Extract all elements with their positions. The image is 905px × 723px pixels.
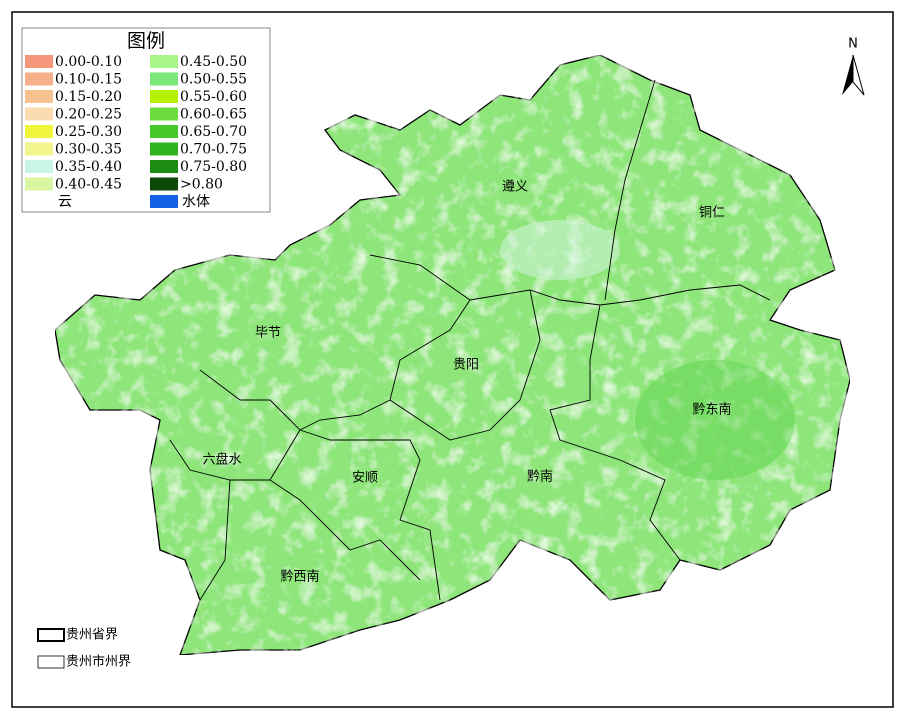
region-label: 黔西南 [280,569,319,585]
city-boundaries [169,79,771,601]
legend-label: 0.00-0.10 [55,54,122,70]
province-area [54,54,851,656]
legend-label: 云 [58,194,72,210]
legend-swatch [150,125,178,138]
legend-swatch [25,72,53,86]
legend-swatch [25,160,53,173]
legend-title: 图例 [127,30,165,52]
legend-label: 0.65-0.70 [180,124,247,140]
legend-label: 0.20-0.25 [55,107,122,123]
legend-label: 0.40-0.45 [55,177,122,193]
legend-label: 0.70-0.75 [180,142,247,158]
region-label: 黔南 [527,469,553,485]
legend-label: 水体 [182,194,210,210]
boundary-legend: 贵州省界 贵州市州界 [37,628,131,670]
north-arrow: N [842,37,865,96]
north-label: N [848,37,858,52]
legend-swatch [25,90,53,103]
legend-label: 0.25-0.30 [55,124,122,140]
legend: 图例 0.00-0.100.10-0.150.15-0.200.20-0.250… [21,27,271,213]
region-label: 铜仁 [699,206,725,221]
legend-label: 0.45-0.50 [180,54,247,70]
region-label: 六盘水 [202,452,241,468]
legend-swatch [150,160,178,173]
sparse-vegetation [500,220,620,280]
legend-swatch [25,55,53,68]
province-boundary-label: 贵州省界 [66,628,118,643]
region-label: 安顺 [352,471,378,486]
city-boundary-label: 贵州市州界 [66,654,131,670]
legend-swatch [25,125,53,138]
legend-swatch [25,177,53,191]
legend-swatch [150,195,178,208]
legend-swatch [25,107,53,121]
legend-label: 0.15-0.20 [55,89,122,105]
legend-swatch [150,55,178,68]
legend-swatch [150,90,178,103]
legend-label: 0.30-0.35 [55,142,122,158]
legend-swatch [25,142,53,156]
legend-swatch [150,177,178,191]
city-swatch [37,655,65,669]
region-label: 遵义 [502,179,528,195]
legend-swatch [150,142,178,156]
legend-label: 0.75-0.80 [180,159,247,175]
legend-label: 0.55-0.60 [180,89,247,105]
dense-vegetation [635,360,795,480]
region-label: 贵阳 [453,358,479,373]
legend-label: 0.60-0.65 [180,107,247,123]
map [54,54,851,656]
region-label: 毕节 [255,326,281,341]
province-swatch [37,628,65,642]
legend-label: 0.50-0.55 [180,72,247,88]
legend-swatch [150,72,178,86]
legend-swatch [150,107,178,121]
legend-box [21,27,271,213]
legend-label: 0.35-0.40 [55,159,122,175]
frame [11,11,894,708]
legend-label: 0.10-0.15 [55,72,122,88]
legend-swatch [25,195,53,208]
legend-label: >0.80 [180,177,223,193]
region-label: 黔东南 [692,402,731,418]
